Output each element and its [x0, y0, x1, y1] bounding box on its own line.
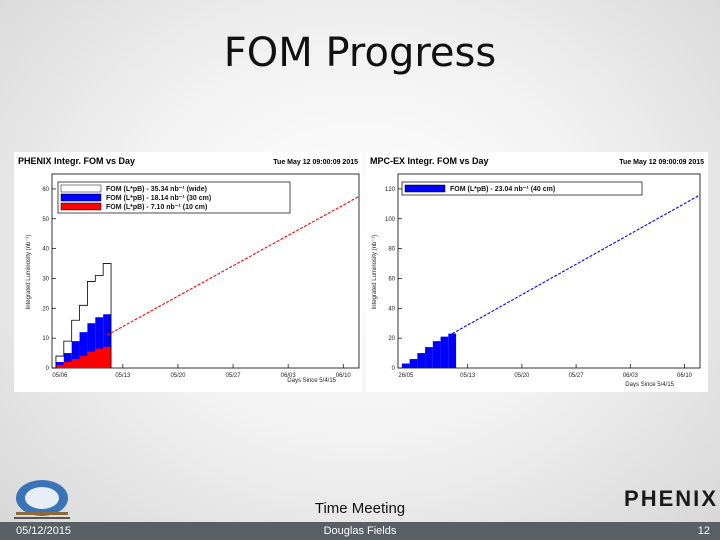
bar: [440, 336, 449, 368]
chart-timestamp: Tue May 12 09:00:09 2015: [619, 159, 704, 166]
x-tick-label: 06/10: [677, 373, 693, 379]
bar: [87, 351, 96, 368]
y-tick-label: 20: [42, 306, 49, 312]
legend-swatch: [60, 184, 102, 193]
series-outline-step: [55, 263, 112, 368]
chart-timestamp: Tue May 12 09:00:09 2015: [273, 159, 358, 166]
x-tick-label: 05/20: [170, 373, 186, 379]
x-tick-label: 05/13: [460, 373, 476, 379]
y-tick-label: 10: [42, 336, 49, 342]
mpcex-fom-chart: MPC-EX Integr. FOM vs Day Tue May 12 09:…: [370, 156, 704, 388]
x-tick-label: 06/10: [336, 373, 352, 379]
svg-text:PHENIX: PHENIX: [624, 486, 716, 511]
y-tick-label: 60: [388, 276, 395, 282]
chart-legend: FOM (L*pB) - 23.04 nb⁻¹ (40 cm): [401, 181, 643, 196]
x-tick-label: 06/03: [281, 373, 297, 379]
chart-legend: FOM (L*pB) - 35.34 nb⁻¹ (wide) FOM (L*pB)…: [57, 181, 291, 214]
plot-frame: [51, 173, 360, 369]
bar: [95, 348, 104, 368]
bar: [401, 363, 410, 368]
bar: [448, 333, 457, 368]
legend-swatch: [60, 193, 102, 202]
plot-area: 0 20 40 60 80 100 120 26/05 05/13 05/20 05/27 06/03…: [385, 173, 701, 379]
x-tick-label: 05/27: [226, 373, 242, 379]
x-axis-label: Days Since 5/4/15: [625, 382, 674, 388]
y-tick-label: 0: [392, 366, 396, 372]
bar: [71, 341, 80, 368]
plot-frame: [397, 173, 701, 369]
bar: [95, 317, 104, 368]
phenix-logo: PHENIX: [622, 484, 720, 514]
phenix-fom-chart: PHENIX Integr. FOM vs Day Tue May 12 09:…: [18, 156, 360, 384]
legend-label: FOM (L*pB) - 7.10 nb⁻¹ (10 cm): [106, 204, 207, 211]
y-tick-label: 0: [46, 366, 50, 372]
bar: [432, 341, 441, 368]
x-tick-label: 05/20: [514, 373, 530, 379]
legend-label: FOM (L*pB) - 18.14 nb⁻¹ (30 cm): [106, 195, 211, 202]
bar: [63, 353, 72, 368]
y-tick-label: 40: [42, 247, 49, 253]
mpcex-fom-chart-panel: MPC-EX Integr. FOM vs Day Tue May 12 09:…: [366, 152, 708, 392]
y-tick-label: 60: [42, 187, 49, 193]
page-number: 12: [697, 525, 710, 537]
legend-swatch: [60, 202, 102, 211]
legend-swatch: [404, 184, 446, 193]
phenix-fom-chart-panel: PHENIX Integr. FOM vs Day Tue May 12 09:…: [14, 152, 362, 392]
footer-bar: 05/12/2015 Douglas Fields 12: [0, 522, 720, 540]
x-tick-label: 26/05: [398, 373, 414, 379]
x-tick-label: 06/03: [623, 373, 639, 379]
y-tick-label: 120: [385, 187, 396, 193]
projection-line: [451, 194, 701, 335]
y-tick-label: 80: [388, 247, 395, 253]
chart-title: PHENIX Integr. FOM vs Day: [18, 156, 135, 166]
footer-author: Douglas Fields: [323, 525, 397, 537]
bar: [79, 356, 88, 368]
y-axis-label: Integrated Luminosity (nb⁻¹): [26, 235, 32, 310]
y-tick-label: 30: [42, 276, 49, 282]
bar: [103, 314, 112, 368]
x-tick-label: 05/27: [569, 373, 585, 379]
slide-title: FOM Progress: [223, 30, 497, 76]
bar: [409, 359, 418, 368]
chart-title: MPC-EX Integr. FOM vs Day: [370, 156, 489, 166]
bar: [87, 323, 96, 368]
bar: [55, 365, 64, 368]
x-axis-label: Days Since 5/4/15: [287, 378, 336, 384]
y-tick-label: 40: [388, 306, 395, 312]
y-tick-label: 20: [388, 336, 395, 342]
legend-label: FOM (L*pB) - 23.04 nb⁻¹ (40 cm): [450, 186, 555, 193]
meeting-name: Time Meeting: [314, 500, 406, 517]
y-tick-label: 100: [385, 217, 396, 223]
bar: [425, 347, 433, 368]
bar: [71, 359, 80, 368]
footer-date: 05/12/2015: [16, 525, 72, 537]
x-tick-label: 05/06: [52, 373, 68, 379]
y-axis-label: Integrated Luminosity (nb⁻¹): [372, 235, 378, 310]
bar: [417, 353, 426, 368]
plot-area: 0 10 20 30 40 50 60 05/06 05/13 05/20 05/27 06/03 06…: [42, 173, 360, 379]
bar: [79, 332, 88, 368]
x-tick-label: 05/13: [115, 373, 131, 379]
institution-logo: [8, 476, 76, 522]
legend-label: FOM (L*pB) - 35.34 nb⁻¹ (wide): [106, 186, 207, 193]
legend-box: [401, 181, 643, 196]
bar: [63, 362, 72, 368]
bar: [103, 346, 112, 368]
y-tick-label: 50: [42, 217, 49, 223]
projection-line: [106, 195, 360, 336]
